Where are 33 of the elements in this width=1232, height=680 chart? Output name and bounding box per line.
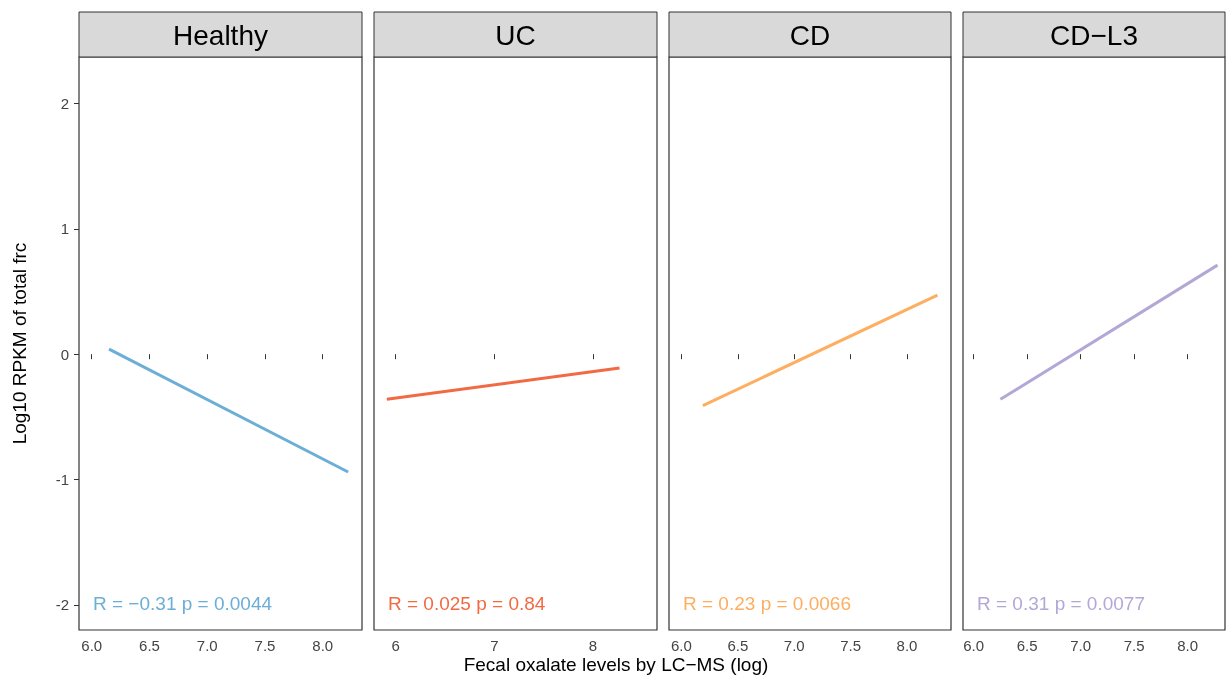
x-tick-label: 6.0 (81, 637, 103, 654)
y-tick-label: -1 (55, 471, 69, 489)
y-tick-label: 2 (60, 94, 69, 112)
annotation: R = 0.31 p = 0.0077 (977, 592, 1145, 614)
x-tick-label: 7 (490, 637, 499, 654)
chart-title: Healthy (173, 19, 268, 51)
x-tick-label: 7.5 (254, 637, 276, 654)
x-tick-label: 7.0 (1070, 637, 1092, 654)
y-tick-label: 0 (60, 345, 69, 363)
chart-title: CD−L3 (1050, 19, 1138, 51)
x-tick-label: 7.0 (196, 637, 218, 654)
x-tick-label: 6.5 (139, 637, 160, 654)
x-tick-label: 6.5 (727, 637, 749, 654)
x-tick-label: 6.0 (963, 637, 985, 654)
y-axis-title: Log10 RPKM of total frc (9, 242, 30, 445)
x-tick-label: 8 (588, 637, 598, 654)
annotation: R = 0.23 p = 0.0066 (683, 592, 851, 614)
x-tick-label: 6 (391, 637, 400, 654)
annotation: R = −0.31 p = 0.0044 (93, 592, 273, 614)
x-tick-label: 8.0 (312, 637, 334, 654)
x-tick-label: 7.5 (840, 637, 862, 654)
y-tick-label: 1 (60, 220, 69, 238)
x-tick-label: 8.0 (1177, 637, 1198, 654)
x-tick-label: 7.0 (783, 637, 805, 654)
x-axis-title: Fecal oxalate levels by LC−MS (log) (462, 654, 770, 676)
chart-title: UC (495, 19, 536, 51)
y-tick-label: -2 (55, 596, 69, 614)
x-tick-label: 6.5 (1016, 637, 1038, 654)
chart-title: CD (789, 19, 831, 51)
annotation: R = 0.025 p = 0.84 (388, 592, 546, 614)
x-tick-label: 6.0 (670, 637, 692, 654)
x-tick-label: 8.0 (896, 637, 918, 654)
x-tick-label: 7.5 (1123, 637, 1145, 654)
